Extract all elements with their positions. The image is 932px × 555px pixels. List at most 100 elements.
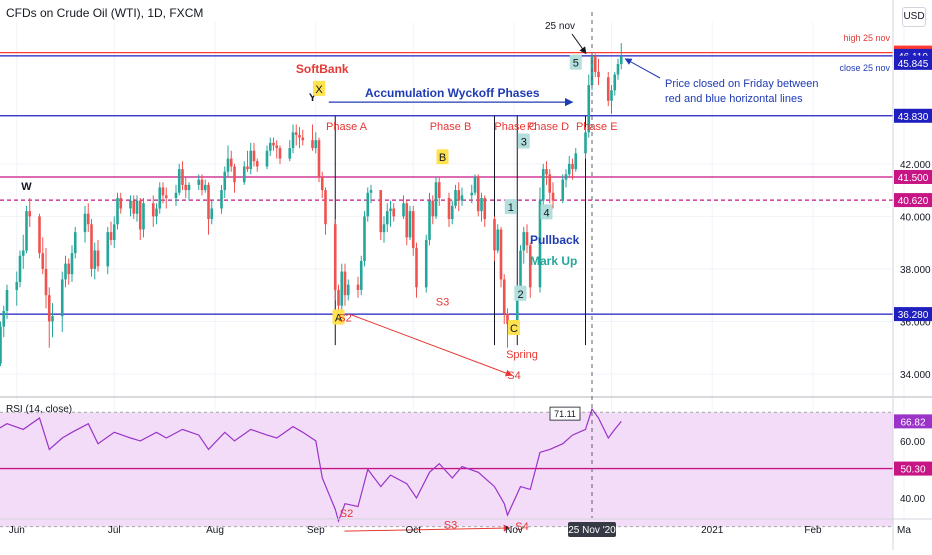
candle-body: [83, 213, 87, 233]
candle-body: [5, 289, 9, 311]
point-label-3-box: [517, 133, 530, 149]
candle: [496, 224, 500, 254]
candle-body: [337, 289, 340, 306]
candle-body: [135, 200, 139, 214]
candle-body: [0, 326, 2, 364]
candle-body: [333, 224, 337, 290]
candle-body: [223, 171, 227, 191]
candle: [5, 284, 9, 319]
candle: [38, 213, 41, 259]
candle: [499, 226, 503, 288]
point-label-s2: S2: [338, 312, 351, 324]
candle: [93, 242, 97, 280]
point-label-4: 4: [543, 207, 549, 219]
price-s2-s4-arrow: [351, 314, 513, 377]
rsi-level-tag: [894, 461, 932, 476]
candle: [574, 148, 578, 172]
price-axis-tag: [894, 169, 932, 184]
point-label-w: W: [21, 181, 32, 193]
candle-body: [233, 166, 236, 183]
candle: [502, 274, 506, 325]
price-axis-tag-label: 43.830: [898, 112, 929, 123]
candle: [587, 74, 591, 138]
candle: [340, 263, 344, 311]
candle-body: [366, 192, 370, 217]
candle-body: [564, 174, 568, 180]
candle-body: [548, 174, 552, 193]
price-tick-label: 42.000: [900, 160, 931, 171]
candle: [320, 171, 324, 198]
candle: [584, 127, 587, 159]
candle-body: [109, 232, 113, 241]
candle: [255, 158, 259, 172]
candle: [379, 190, 383, 241]
candle: [129, 195, 132, 217]
candle: [311, 124, 314, 151]
candle-body: [369, 190, 373, 193]
candle: [64, 255, 67, 288]
candle: [73, 226, 77, 259]
candle: [541, 163, 545, 206]
candle-body: [392, 208, 396, 217]
phase-label-c: Phase C: [494, 121, 536, 133]
rsi-label-s4: S4: [515, 521, 528, 533]
candle-body: [164, 195, 168, 198]
candle: [246, 150, 249, 172]
point-label-2-box: [514, 285, 527, 301]
candle-body: [242, 166, 246, 183]
candle-body: [265, 150, 269, 167]
time-axis[interactable]: Jun Jul Aug Sep Oct Nov 25 Nov '20 2021 Feb Ma: [0, 518, 932, 537]
candle: [616, 58, 620, 80]
price-axis[interactable]: 34.00036.00038.00040.00042.00046.23546.1…: [892, 0, 932, 550]
candle-body: [288, 148, 292, 159]
candle: [428, 192, 431, 246]
point-label-c-box: [508, 319, 520, 335]
currency-badge[interactable]: USD: [902, 7, 926, 27]
candle-body: [184, 184, 188, 191]
candle: [18, 250, 22, 288]
annotation-spring: Spring: [506, 349, 538, 361]
candle: [506, 308, 509, 348]
candle: [2, 305, 6, 338]
candle: [184, 176, 188, 198]
candle-body: [324, 190, 327, 225]
candle-body: [428, 200, 431, 241]
point-label-b-box: [436, 149, 449, 165]
candle: [116, 192, 119, 230]
rsi-divergence-arrow: [344, 524, 511, 532]
candle: [359, 255, 363, 296]
candle: [538, 187, 542, 293]
candle-body: [73, 232, 77, 254]
candle-body: [116, 197, 119, 225]
time-tick-label: Jul: [108, 525, 121, 536]
rsi-tick-label: 40.00: [900, 494, 925, 505]
candle: [203, 179, 207, 193]
candle-body: [60, 279, 64, 317]
candle: [15, 271, 19, 306]
price-axis-tag-label: 45.845: [898, 59, 929, 70]
candle-body: [340, 271, 344, 306]
candle: [333, 219, 337, 301]
candle: [161, 182, 165, 204]
candle: [151, 195, 155, 227]
candle-body: [129, 200, 132, 209]
candle-body: [44, 268, 48, 296]
point-label-1-box: [504, 199, 517, 215]
candle-body: [255, 161, 259, 167]
candle: [528, 242, 532, 298]
candle: [90, 219, 93, 277]
candle-body: [161, 187, 165, 196]
candle-body: [359, 261, 363, 290]
candle-body: [515, 289, 519, 325]
candle-body: [301, 137, 305, 141]
price-tick-label: 38.000: [900, 265, 931, 276]
candle-body: [610, 90, 613, 101]
candle: [112, 216, 116, 248]
candle-body: [502, 279, 506, 314]
time-tick-label: 2021: [701, 525, 724, 536]
candle-body: [278, 148, 282, 159]
point-label-2: 2: [517, 289, 523, 301]
candle: [415, 242, 418, 298]
candle: [28, 197, 32, 227]
